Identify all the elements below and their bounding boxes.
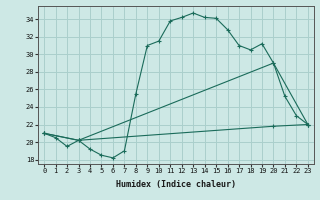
X-axis label: Humidex (Indice chaleur): Humidex (Indice chaleur) [116,180,236,189]
